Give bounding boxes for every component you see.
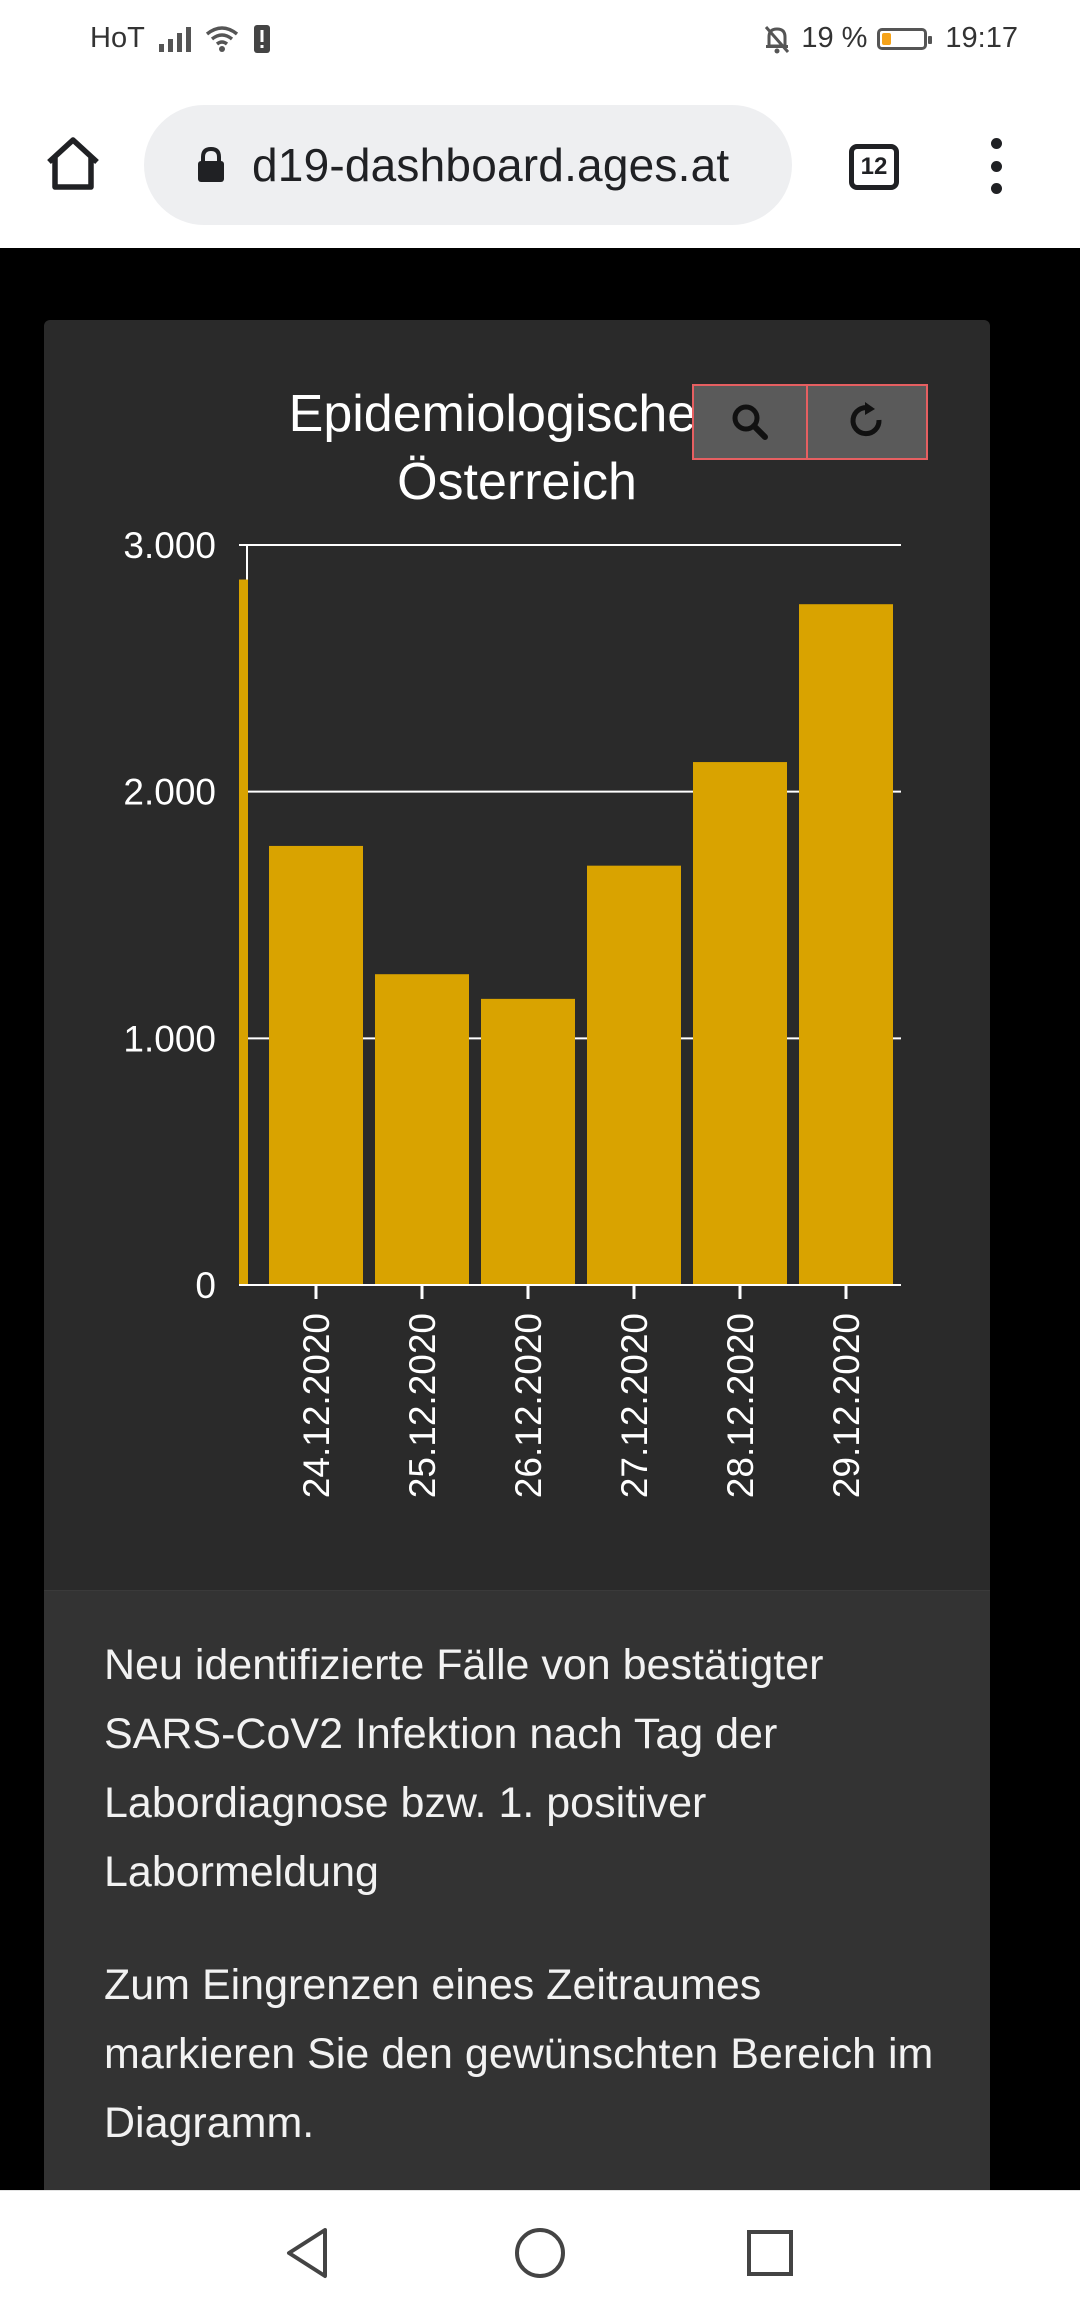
bar[interactable]	[587, 865, 681, 1285]
y-tick-label: 3.000	[123, 525, 216, 566]
tab-count: 12	[860, 153, 888, 180]
x-tick-label: 28.12.2020	[720, 1313, 761, 1498]
navigation-bar	[0, 2190, 1080, 2313]
recents-icon	[747, 2230, 793, 2276]
bar[interactable]	[693, 762, 787, 1285]
status-left: HoT	[90, 22, 271, 55]
chart-description: Neu identifizierte Fälle von bestätigter…	[44, 1590, 990, 2191]
chart-title-line1: Epidemiologische K	[288, 385, 746, 443]
home-nav-button[interactable]	[510, 2223, 570, 2283]
bar[interactable]	[481, 998, 575, 1285]
tab-switcher-button[interactable]: 12	[849, 144, 899, 190]
clock: 19:17	[945, 22, 1018, 54]
x-tick-label: 24.12.2020	[296, 1313, 337, 1498]
status-right: 19 % 19:17	[763, 22, 1018, 55]
reset-button[interactable]	[808, 384, 928, 460]
carrier-label: HoT	[90, 22, 145, 54]
bar-chart[interactable]: 0 1.000 2.000 3.000 24.12.2020 25.12.2020 26.1…	[44, 320, 990, 1590]
lock-icon	[198, 146, 224, 182]
instruction-paragraph: Zum Eingrenzen eines Zeitraumes markiere…	[104, 1961, 934, 2147]
description-paragraph: Neu identifizierte Fälle von bestätigter…	[104, 1641, 824, 1896]
signal-icon	[158, 26, 191, 52]
chart-toolbar	[692, 384, 928, 464]
alert-icon	[253, 24, 270, 53]
bar[interactable]	[799, 604, 893, 1285]
home-circle-icon	[515, 2228, 565, 2278]
battery-percent: 19 %	[801, 22, 868, 54]
battery-icon	[877, 27, 933, 50]
wifi-icon	[205, 25, 238, 52]
back-button[interactable]	[278, 2223, 338, 2283]
chart-title-line2: Österreich	[397, 453, 637, 511]
silent-icon	[765, 25, 790, 53]
zoom-button[interactable]	[692, 384, 808, 460]
bar-partial[interactable]	[239, 579, 248, 1285]
x-tick-label: 25.12.2020	[402, 1313, 443, 1498]
recents-button[interactable]	[740, 2223, 800, 2283]
page-content: 0 1.000 2.000 3.000 24.12.2020 25.12.2020 26.1…	[0, 248, 1080, 2191]
bar[interactable]	[269, 845, 363, 1285]
y-tick-label: 0	[195, 1265, 216, 1306]
url-text: d19-dashboard.ages.at	[252, 139, 730, 191]
x-tick-label: 26.12.2020	[508, 1313, 549, 1498]
status-bar: HoT 19 % 19:17	[0, 0, 1080, 82]
chart-card: 0 1.000 2.000 3.000 24.12.2020 25.12.2020 26.1…	[44, 320, 990, 2191]
back-icon	[287, 2228, 327, 2278]
y-tick-label: 1.000	[123, 1018, 216, 1059]
browser-toolbar: d19-dashboard.ages.at 12	[0, 82, 1080, 249]
home-icon	[47, 137, 99, 190]
x-tick-label: 29.12.2020	[826, 1313, 867, 1498]
chart-title: Epidemiologische K Österreich	[44, 380, 990, 516]
y-tick-label: 2.000	[123, 772, 216, 813]
search-icon	[732, 404, 768, 440]
reset-icon	[850, 402, 882, 437]
bar[interactable]	[375, 974, 469, 1285]
x-tick-label: 27.12.2020	[614, 1313, 655, 1498]
more-vert-icon[interactable]	[983, 138, 1009, 194]
address-bar[interactable]: d19-dashboard.ages.at	[144, 105, 792, 225]
home-button[interactable]	[40, 130, 106, 196]
